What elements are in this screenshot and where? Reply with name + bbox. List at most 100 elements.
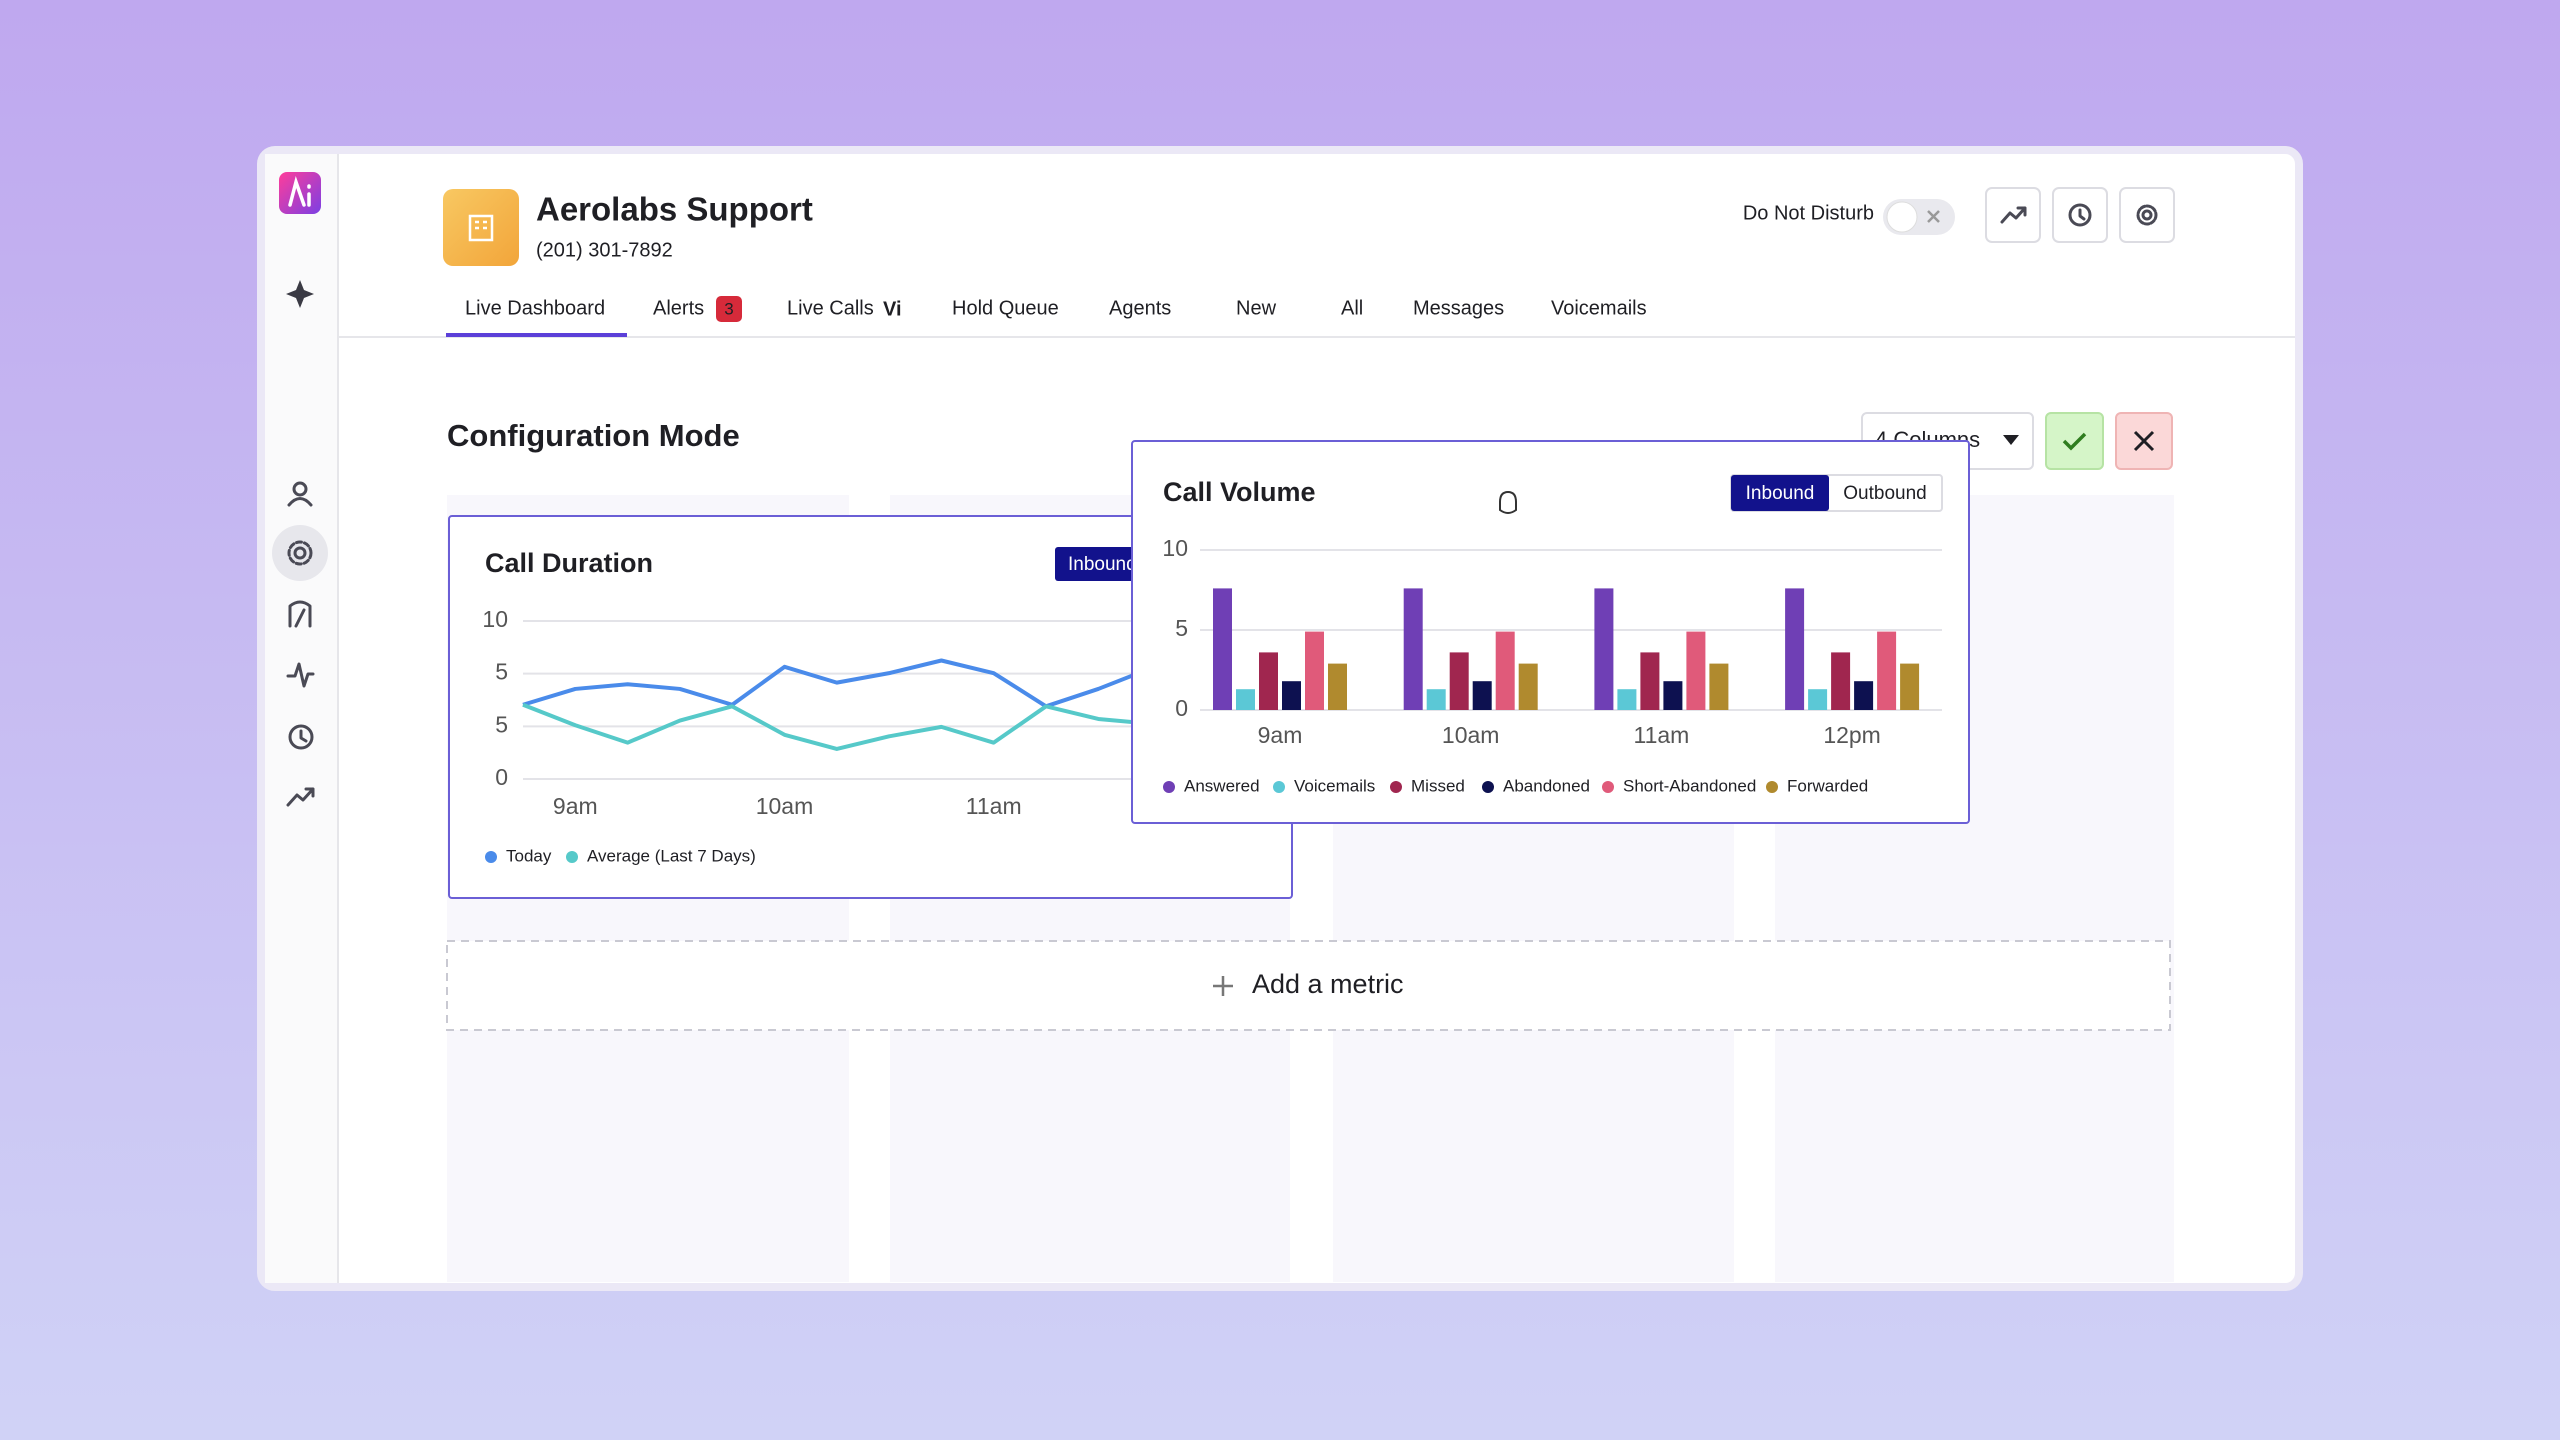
- tab-bar: Live Dashboard Alerts 3 Live Calls Vi Ho…: [465, 296, 1647, 322]
- x-tick-label: 12pm: [1823, 722, 1881, 748]
- bar: [1328, 663, 1347, 710]
- bar: [1449, 652, 1469, 710]
- line-series: [522, 702, 1151, 751]
- legend-label: Answered: [1184, 776, 1260, 795]
- alert-badge-count: 3: [724, 299, 733, 318]
- toggle-option[interactable]: [1731, 475, 1829, 511]
- history-icon[interactable]: [288, 724, 314, 750]
- toggle-label: Inbound: [1068, 554, 1137, 575]
- widget-title: Call Volume: [1163, 477, 1316, 507]
- bar: [1518, 663, 1538, 710]
- x-tick-label: 10am: [1442, 722, 1500, 748]
- settings-button[interactable]: [2119, 187, 2175, 243]
- routes-icon[interactable]: [288, 600, 312, 628]
- bar: [1594, 588, 1614, 710]
- x-tick-label: 10am: [756, 793, 814, 819]
- add-icon: [1213, 976, 1233, 996]
- widget-card: [1131, 440, 1970, 824]
- bar: [1900, 663, 1920, 710]
- alert-badge: [716, 296, 742, 322]
- gear-icon[interactable]: [287, 540, 313, 566]
- org-title: Aerolabs Support: [536, 191, 813, 228]
- cancel-icon: [2133, 430, 2155, 452]
- dnd-label: Do Not Disturb: [1743, 202, 1874, 224]
- add-metric-button[interactable]: [446, 940, 2171, 1031]
- active-tab-indicator: [446, 333, 627, 337]
- toggle-label: Inbound: [1746, 483, 1815, 504]
- legend-label: Missed: [1411, 776, 1465, 795]
- x-tick-label: 9am: [1258, 722, 1303, 748]
- bar: [1808, 689, 1828, 710]
- bar: [1236, 689, 1255, 710]
- org-avatar: [443, 189, 519, 266]
- bar: [1305, 631, 1324, 710]
- bar: [1403, 588, 1423, 710]
- y-tick-label: 10: [1162, 535, 1188, 561]
- sparkle-icon[interactable]: [286, 280, 314, 308]
- legend-label: Forwarded: [1787, 776, 1868, 795]
- trend-button-icon: [2000, 206, 2027, 224]
- dnd-x: [1927, 210, 1940, 223]
- legend-swatch: [1273, 781, 1285, 793]
- legend-label: Abandoned: [1503, 776, 1590, 795]
- bar: [1709, 663, 1729, 710]
- legend-swatch: [1602, 781, 1614, 793]
- select-caret: [2003, 435, 2019, 445]
- y-tick-label: 5: [495, 659, 508, 685]
- tab[interactable]: Messages: [1413, 297, 1504, 319]
- bar: [1877, 631, 1897, 710]
- bar: [1213, 588, 1232, 710]
- legend-swatch: [1482, 781, 1494, 793]
- bar: [1259, 652, 1278, 710]
- legend-swatch: [1766, 781, 1778, 793]
- active-nav-bg: [272, 525, 328, 581]
- y-tick-label: 0: [495, 764, 508, 790]
- activity-icon[interactable]: [286, 662, 315, 688]
- x-tick-label: 9am: [553, 793, 598, 819]
- legend-swatch: [1163, 781, 1175, 793]
- tab[interactable]: Hold Queue: [952, 297, 1059, 319]
- person-icon[interactable]: [287, 481, 313, 507]
- y-tick-label: 0: [1175, 695, 1188, 721]
- tab[interactable]: Agents: [1109, 297, 1171, 319]
- history-button-icon: [2068, 203, 2092, 227]
- legend-label: Voicemails: [1294, 776, 1375, 795]
- dnd-knob: [1886, 201, 1918, 233]
- confirm-button[interactable]: [2045, 412, 2104, 470]
- bar: [1640, 652, 1660, 710]
- tab[interactable]: Live Dashboard: [465, 297, 605, 319]
- call-duration-widget: Call Duration Inbound 0 5 5 10 9am 10am 11am To…: [448, 515, 1293, 899]
- tab[interactable]: All: [1341, 297, 1363, 319]
- tab-suffix: Vi: [883, 298, 902, 320]
- bar: [1472, 681, 1492, 710]
- tab[interactable]: Alerts: [653, 297, 704, 319]
- widget-title: Call Duration: [485, 548, 653, 578]
- cursor: [1499, 490, 1517, 514]
- legend-swatch: [485, 851, 497, 863]
- bar: [1495, 631, 1515, 710]
- confirm-icon: [2062, 432, 2087, 451]
- tab[interactable]: Voicemails: [1551, 297, 1647, 319]
- legend-label: Today: [506, 846, 552, 865]
- bar: [1617, 689, 1637, 710]
- bar: [1686, 631, 1706, 710]
- trend-icon[interactable]: [286, 787, 315, 807]
- legend-label: Average (Last 7 Days): [587, 846, 756, 865]
- legend-label: Short-Abandoned: [1623, 776, 1756, 795]
- settings-button-icon: [2136, 204, 2158, 226]
- org-phone: (201) 301-7892: [536, 239, 673, 261]
- y-tick-label: 10: [482, 606, 508, 632]
- tab[interactable]: New: [1236, 297, 1277, 319]
- bar: [1785, 588, 1805, 710]
- section-title: Configuration Mode: [447, 418, 740, 453]
- building-icon: [468, 214, 494, 242]
- y-tick-label: 5: [1175, 615, 1188, 641]
- add-metric-label: Add a metric: [1252, 969, 1404, 999]
- toggle-label[interactable]: Outbound: [1843, 483, 1926, 504]
- bar: [1282, 681, 1301, 710]
- bar: [1831, 652, 1851, 710]
- tab[interactable]: Live Calls: [787, 297, 874, 319]
- y-tick-label: 5: [495, 711, 508, 737]
- logo-mark: [288, 175, 311, 207]
